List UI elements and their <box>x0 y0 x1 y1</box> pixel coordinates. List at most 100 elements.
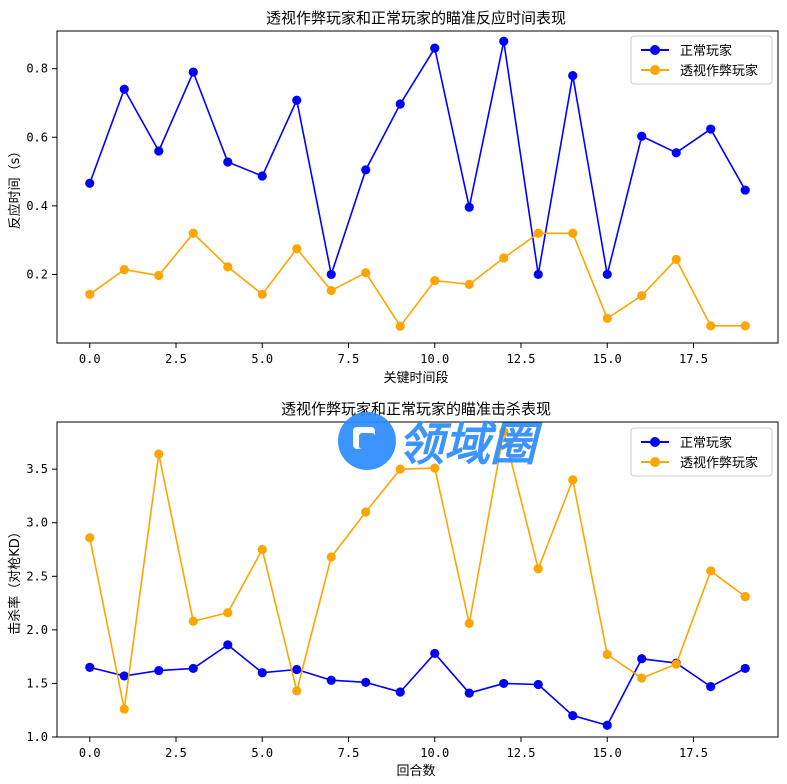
data-point-cheater <box>706 321 716 331</box>
data-point-cheater <box>361 268 371 278</box>
data-point-cheater <box>361 507 371 517</box>
data-point-cheater <box>85 533 95 543</box>
data-point-normal <box>223 640 233 650</box>
data-point-cheater <box>326 285 336 296</box>
data-point-cheater <box>85 289 95 299</box>
data-point-cheater <box>568 228 578 238</box>
y-tick-label: 0.6 <box>26 130 48 144</box>
x-axis: 0.0 2.5 5.0 7.5 10.0 12.5 15.0 17.5 <box>79 737 708 760</box>
data-point-cheater <box>464 618 474 629</box>
x-tick-label: 5.0 <box>251 746 273 760</box>
series-line-normal <box>89 40 746 276</box>
data-point-cheater <box>499 427 509 437</box>
x-tick-label: 15.0 <box>593 352 622 366</box>
legend-label-cheater: 透视作弊玩家 <box>680 63 758 79</box>
y-axis: 0.2 0.4 0.6 0.8 <box>26 62 57 281</box>
y-axis-label: 反应时间（s） <box>7 145 23 230</box>
legend-label-normal: 正常玩家 <box>680 43 732 59</box>
series-line-normal <box>89 644 746 727</box>
data-point-cheater <box>395 464 405 474</box>
data-point-cheater <box>430 463 440 473</box>
x-tick-label: 12.5 <box>507 746 536 760</box>
data-point-cheater <box>188 228 198 238</box>
data-point-cheater <box>257 544 267 555</box>
data-point-normal <box>119 671 129 681</box>
y-tick-label: 3.0 <box>26 516 48 530</box>
data-point-normal <box>119 84 129 94</box>
series-line-cheater <box>89 232 746 328</box>
y-tick-label: 1.5 <box>26 676 48 690</box>
data-point-cheater <box>499 253 509 263</box>
legend-marker-cheater <box>650 457 660 467</box>
data-point-normal <box>395 687 405 697</box>
data-point-normal <box>602 269 612 280</box>
data-point-normal <box>706 124 716 134</box>
x-tick-label: 15.0 <box>593 746 622 760</box>
data-point-normal <box>499 678 509 689</box>
data-point-normal <box>85 178 95 188</box>
data-point-normal <box>154 665 164 676</box>
data-point-cheater <box>154 449 164 459</box>
data-point-normal <box>326 675 336 685</box>
data-point-normal <box>292 664 302 675</box>
y-tick-label: 2.0 <box>26 623 48 637</box>
data-point-normal <box>257 171 267 181</box>
y-tick-label: 0.4 <box>26 199 48 213</box>
legend-label-normal: 正常玩家 <box>680 435 732 451</box>
data-point-normal <box>223 157 233 167</box>
data-point-cheater <box>430 276 440 286</box>
data-point-cheater <box>119 704 129 714</box>
series-line-cheater <box>88 430 746 710</box>
data-point-cheater <box>740 592 750 602</box>
x-tick-label: 10.0 <box>420 746 449 760</box>
x-tick-label: 17.5 <box>679 746 708 760</box>
data-point-cheater <box>223 608 233 618</box>
data-point-normal <box>188 67 198 77</box>
x-axis-label: 回合数 <box>396 764 435 779</box>
x-axis: 0.0 2.5 5.0 7.5 10.0 12.5 15.0 17.5 <box>79 343 708 366</box>
data-point-cheater <box>637 291 647 301</box>
data-point-cheater <box>671 659 681 669</box>
chart-title: 透视作弊玩家和正常玩家的瞄准反应时间表现 <box>266 9 566 27</box>
data-point-cheater <box>464 279 474 289</box>
chart-kill-rate: 透视作弊玩家和正常玩家的瞄准击杀表现 0.0 2.5 5.0 7.5 10.0 12.5 1… <box>7 400 779 779</box>
data-point-cheater <box>637 673 647 683</box>
data-point-normal <box>740 663 750 674</box>
x-tick-label: 17.5 <box>679 352 708 366</box>
data-point-cheater <box>223 262 233 272</box>
x-axis-label: 关键时间段 <box>383 371 448 386</box>
data-point-normal <box>464 688 474 698</box>
data-point-cheater <box>154 270 164 281</box>
watermark-square-inner-icon <box>359 433 375 449</box>
y-tick-label: 1.0 <box>26 730 48 744</box>
x-tick-label: 0.0 <box>79 746 101 760</box>
data-point-normal <box>85 662 95 672</box>
data-point-normal <box>361 165 371 175</box>
data-point-normal <box>671 148 681 158</box>
data-point-cheater <box>292 244 302 254</box>
data-point-cheater <box>292 686 302 696</box>
data-point-cheater <box>602 649 612 660</box>
legend: 正常玩家 透视作弊玩家 <box>630 35 773 85</box>
data-point-normal <box>361 677 371 687</box>
y-axis-label: 击杀率（对枪KD） <box>7 525 23 635</box>
legend-marker-normal <box>650 437 660 447</box>
y-tick-label: 0.2 <box>26 267 48 281</box>
data-point-cheater <box>533 228 543 238</box>
data-point-cheater <box>119 265 129 275</box>
data-point-normal <box>188 663 198 674</box>
x-tick-label: 7.5 <box>338 352 360 366</box>
data-point-cheater <box>671 254 681 264</box>
data-point-normal <box>464 202 474 212</box>
data-point-normal <box>395 99 405 109</box>
chart-reaction-time: 透视作弊玩家和正常玩家的瞄准反应时间表现 0.0 2.5 5.0 7.5 10.0 12.… <box>7 9 779 386</box>
data-point-normal <box>257 668 267 678</box>
x-tick-label: 0.0 <box>79 352 101 366</box>
x-tick-label: 7.5 <box>338 746 360 760</box>
data-point-normal <box>292 95 302 105</box>
x-tick-label: 2.5 <box>165 746 187 760</box>
x-tick-label: 12.5 <box>507 352 536 366</box>
data-point-normal <box>706 682 716 692</box>
series-group <box>85 427 750 730</box>
